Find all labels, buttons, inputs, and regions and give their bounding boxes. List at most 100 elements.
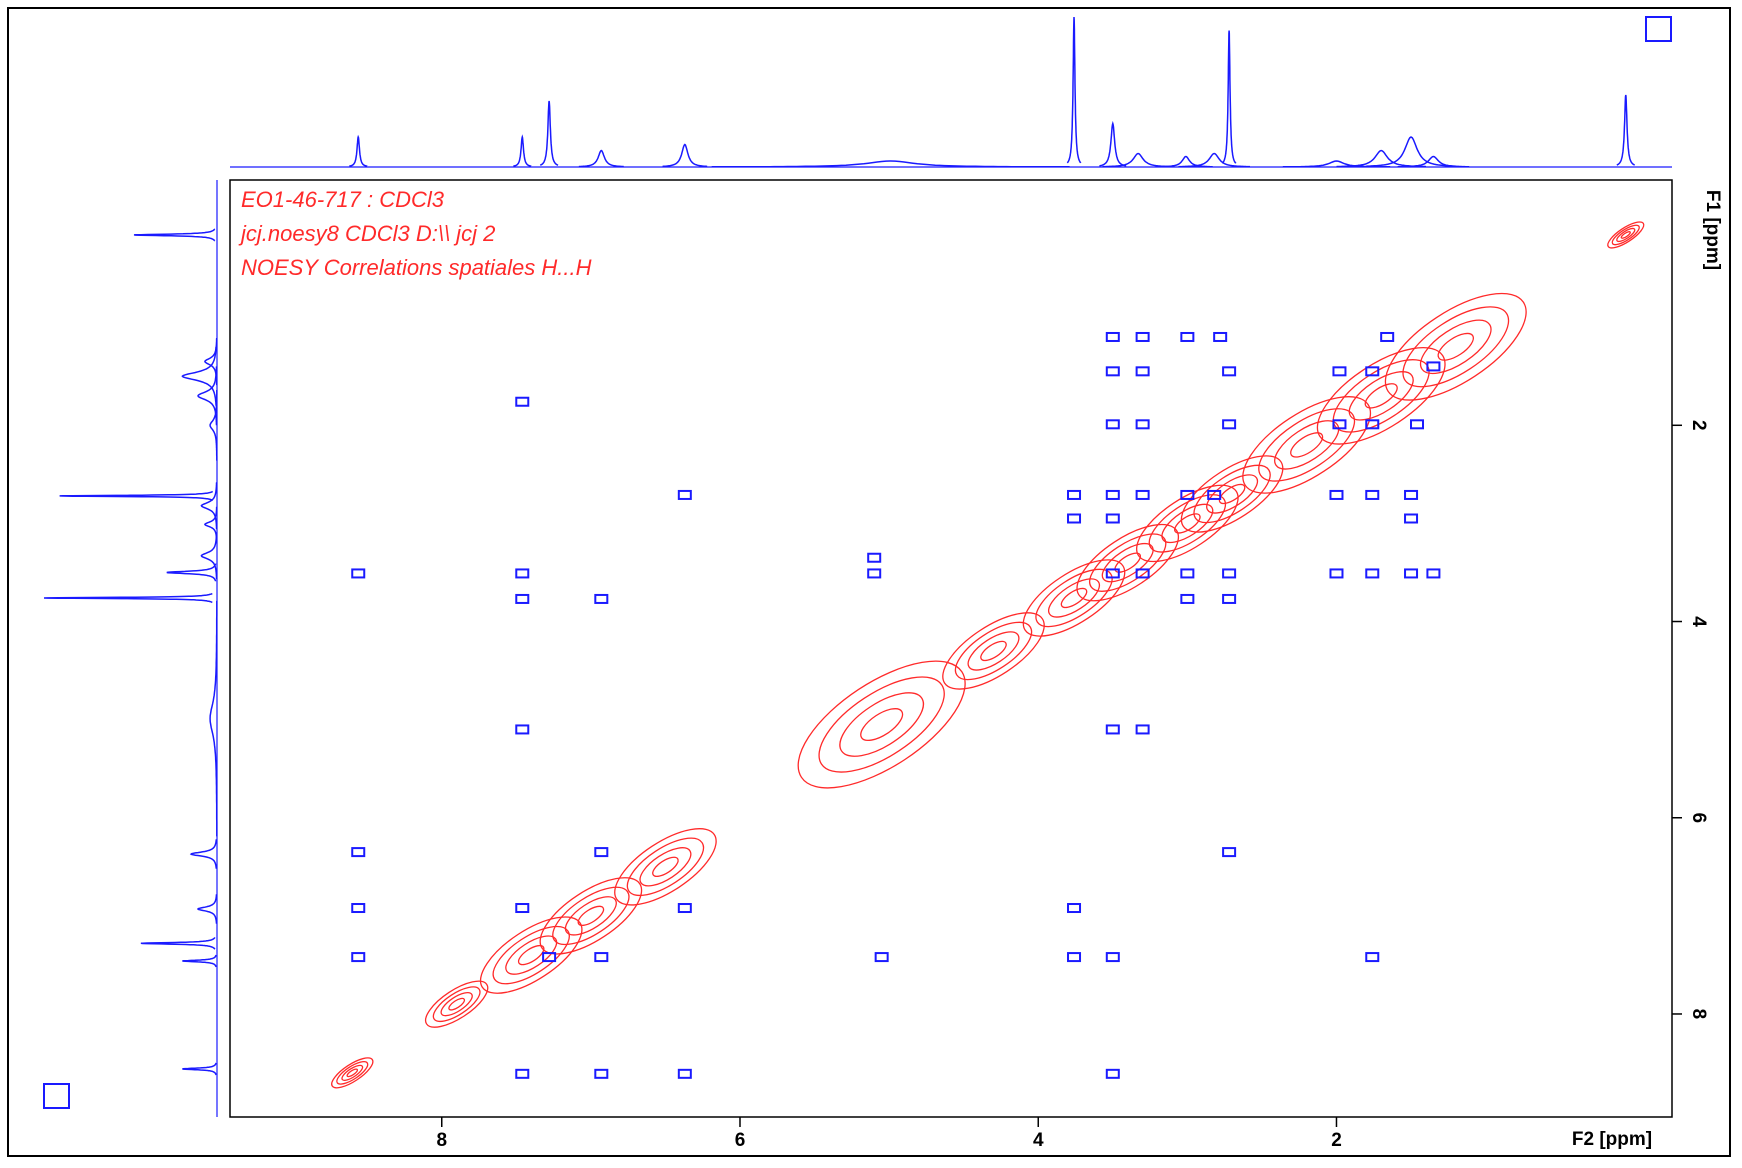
projection-peak: [182, 954, 217, 968]
x-axis-label: F2 [ppm]: [1572, 1129, 1652, 1150]
cross-peak: [1207, 489, 1222, 500]
diagonal-peak: [1101, 542, 1154, 583]
cross-peak: [867, 568, 882, 579]
projection-peak: [200, 532, 218, 580]
diagonal-peak: [1290, 432, 1324, 458]
outer-frame: [7, 7, 1731, 1157]
cross-peak: [1067, 513, 1082, 524]
projection-peak: [1397, 155, 1470, 168]
cross-peak: [1426, 361, 1441, 372]
cross-peak: [1180, 568, 1195, 579]
diagonal-peak: [1274, 420, 1340, 470]
cross-peak: [1105, 513, 1120, 524]
diagonal-peak: [492, 925, 570, 985]
projection-peak: [1282, 160, 1391, 168]
cross-peak: [1222, 568, 1237, 579]
diagonal-peak: [1242, 396, 1372, 494]
projection-peak: [197, 366, 218, 426]
cross-peak: [1105, 489, 1120, 500]
projection-peak: [59, 490, 214, 501]
cross-peak: [351, 568, 366, 579]
projection-peak: [1178, 152, 1250, 168]
projection-peak: [539, 100, 559, 166]
projection-peak: [1616, 94, 1636, 166]
x-tick-label: 2: [1331, 1130, 1342, 1151]
plot-layer: [331, 221, 1645, 1089]
diagonal-peak: [954, 621, 1033, 681]
cross-peak: [677, 1068, 692, 1079]
cross-peak: [594, 952, 609, 963]
diagonal-peak: [1161, 503, 1214, 544]
diagonal-peak: [614, 828, 717, 906]
annotation: NOESY Correlations spatiales H...H: [241, 255, 592, 280]
projection-peak: [1366, 136, 1456, 167]
diagonal-peak: [1114, 552, 1142, 573]
annotation: EO1-46-717 : CDCl3: [241, 187, 445, 212]
cross-peak: [351, 903, 366, 914]
cross-peak: [542, 952, 557, 963]
x-tick-label: 4: [1033, 1130, 1044, 1151]
projection-peak: [140, 937, 216, 950]
diagonal-peak: [980, 640, 1007, 662]
cross-peak: [1222, 593, 1237, 604]
diagonal-peak: [1332, 359, 1430, 433]
y-tick-label: 4: [1688, 616, 1709, 627]
cross-peak: [1135, 366, 1150, 377]
diagonal-peak: [1148, 494, 1227, 553]
diagonal-peak: [1076, 523, 1180, 602]
cross-peak: [1426, 568, 1441, 579]
cross-peak: [1105, 1068, 1120, 1079]
projection-peak: [189, 839, 218, 869]
cross-peak: [515, 903, 530, 914]
cross-peak: [1067, 903, 1082, 914]
projection-peak: [133, 228, 216, 242]
projection-peak: [166, 563, 217, 582]
projection-peak: [1221, 30, 1237, 164]
diagonal-peak: [1218, 483, 1246, 505]
cross-peak: [1332, 366, 1347, 377]
cross-peak: [1404, 568, 1419, 579]
diagonal-peak: [639, 847, 692, 887]
diagonal-peak: [440, 992, 473, 1017]
y-tick-label: 8: [1688, 1009, 1709, 1020]
cross-peak: [1180, 331, 1195, 342]
cross-peak: [1365, 419, 1380, 430]
projection-peak: [181, 346, 217, 406]
diagonal-peak: [552, 886, 630, 946]
cross-peak: [515, 396, 530, 407]
cross-peak: [1404, 489, 1419, 500]
cross-peak: [1332, 419, 1347, 430]
cross-peak: [1105, 331, 1120, 342]
cross-peak: [351, 847, 366, 858]
cross-peak: [874, 952, 889, 963]
diagonal-peak: [1022, 559, 1126, 637]
diagonal-peak: [432, 986, 481, 1023]
projection-peak: [1066, 16, 1082, 164]
diagonal-peak: [967, 631, 1020, 671]
cross-peak: [1105, 568, 1120, 579]
cross-peak: [1105, 952, 1120, 963]
diagonal-peak: [942, 612, 1045, 690]
diagonal-peak: [1620, 231, 1631, 239]
diagonal-peak: [448, 997, 466, 1011]
cross-peak: [1380, 331, 1395, 342]
diagonal-peak: [1316, 346, 1446, 445]
cross-peak: [1067, 952, 1082, 963]
diagonal-peak: [1174, 513, 1201, 534]
diagonal-peak: [517, 944, 545, 966]
diagonal-peak: [1206, 474, 1259, 514]
diagonal-peak: [577, 905, 605, 927]
diagonal-peak: [1437, 332, 1475, 361]
cross-peak: [1365, 489, 1380, 500]
diagonal-peak: [479, 916, 583, 994]
cross-peak: [1135, 489, 1150, 500]
cross-peak: [1365, 952, 1380, 963]
cross-peak: [1105, 419, 1120, 430]
cross-peak: [515, 724, 530, 735]
cross-peak: [1105, 724, 1120, 735]
diagonal-peak: [1180, 455, 1284, 533]
diagonal-peak: [346, 1068, 359, 1078]
diagonal-peak: [1607, 221, 1645, 249]
diagonal-peak: [1348, 371, 1414, 421]
diagonal-peak: [626, 837, 705, 897]
